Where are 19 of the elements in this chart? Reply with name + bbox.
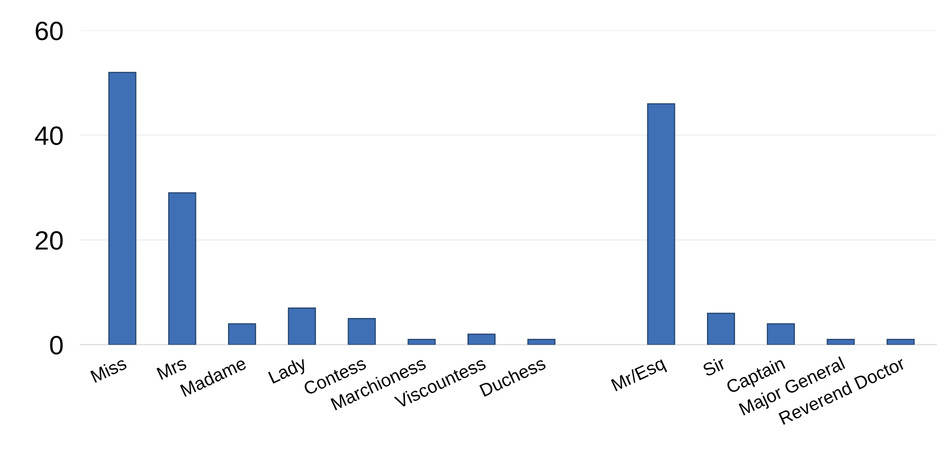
bar bbox=[408, 338, 436, 345]
bar bbox=[348, 318, 376, 345]
bar bbox=[886, 338, 915, 345]
bar bbox=[647, 103, 676, 345]
bar bbox=[527, 338, 556, 345]
y-tick-label: 0 bbox=[50, 336, 63, 355]
y-tick-label: 20 bbox=[36, 231, 63, 250]
bar bbox=[706, 312, 736, 345]
bar bbox=[826, 338, 855, 345]
y-tick-label: 60 bbox=[36, 22, 63, 40]
x-tick-label: Sir bbox=[702, 356, 726, 377]
bar bbox=[108, 72, 136, 345]
y-tick-label: 40 bbox=[35, 126, 63, 146]
bar bbox=[766, 323, 795, 345]
bar bbox=[168, 192, 196, 345]
bar bbox=[468, 334, 496, 345]
bar bbox=[288, 308, 316, 345]
bar bbox=[228, 323, 256, 345]
x-tick-label: Miss bbox=[90, 356, 128, 383]
